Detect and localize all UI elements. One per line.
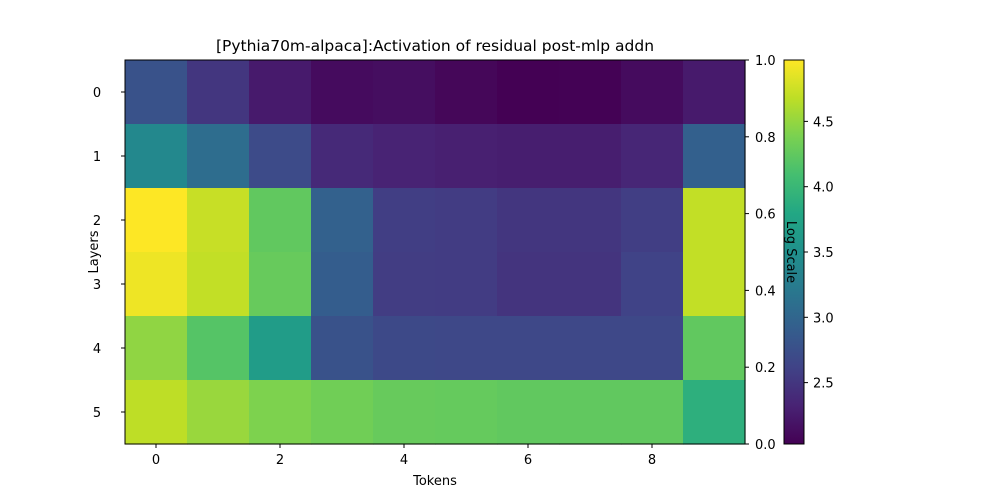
heatmap-cell: [683, 60, 746, 125]
heatmap-cell: [311, 124, 374, 189]
heatmap-cell: [125, 316, 188, 381]
heatmap-cell: [187, 316, 250, 381]
heatmap-cell: [497, 124, 560, 189]
x-tick-label: 2: [276, 453, 284, 468]
heatmap-cell: [249, 60, 312, 125]
heatmap-cell: [435, 252, 498, 317]
heatmap-cell: [621, 316, 684, 381]
heatmap-cell: [249, 380, 312, 445]
secondary-y-tick-label: 0.6: [755, 208, 776, 223]
colorbar-tick-label: 4.5: [813, 115, 834, 130]
colorbar-tick-label: 2.5: [813, 377, 834, 392]
heatmap-cell: [559, 60, 622, 125]
heatmap-cell: [249, 188, 312, 253]
heatmap-cell: [435, 316, 498, 381]
heatmap-cell: [683, 124, 746, 189]
secondary-y-tick-label: 0.4: [755, 284, 776, 299]
heatmap-cell: [497, 188, 560, 253]
heatmap-cell: [187, 252, 250, 317]
x-axis-label: Tokens: [412, 474, 457, 489]
colorbar-label: Log Scale: [783, 221, 798, 283]
heatmap-cell: [373, 380, 436, 445]
heatmap-cell: [249, 124, 312, 189]
heatmap-cell: [559, 188, 622, 253]
heatmap-cell: [249, 252, 312, 317]
heatmap-cell: [621, 380, 684, 445]
colorbar-tick-label: 4.0: [813, 181, 834, 196]
heatmap-cell: [187, 60, 250, 125]
heatmap-cell: [621, 60, 684, 125]
heatmap-cell: [683, 252, 746, 317]
heatmap-cell: [435, 124, 498, 189]
heatmap-cell: [683, 380, 746, 445]
heatmap-cell: [559, 316, 622, 381]
heatmap-cell: [187, 124, 250, 189]
y-tick-label: 0: [93, 86, 101, 101]
heatmap-cell: [559, 252, 622, 317]
heatmap-cell: [125, 188, 188, 253]
y-axis-label: Layers: [87, 230, 102, 273]
heatmap-cell: [621, 188, 684, 253]
secondary-y-axis: 0.0 0.2 0.4 0.6 0.8 1.0: [745, 54, 776, 453]
heatmap-cell: [249, 316, 312, 381]
heatmap-cell: [621, 252, 684, 317]
heatmap-cell: [435, 60, 498, 125]
secondary-y-tick-label: 0.8: [755, 131, 776, 146]
heatmap-cell: [497, 252, 560, 317]
heatmap-cell: [125, 252, 188, 317]
secondary-y-tick-label: 1.0: [755, 54, 776, 69]
y-tick-label: 1: [93, 150, 101, 165]
heatmap-cells: [125, 60, 746, 445]
x-axis: 0 2 4 6 8: [152, 444, 656, 468]
heatmap-cell: [621, 124, 684, 189]
colorbar-tick-label: 3.5: [813, 246, 834, 261]
heatmap-cell: [497, 380, 560, 445]
colorbar-axis: 2.5 3.0 3.5 4.0 4.5: [804, 115, 834, 392]
x-tick-label: 6: [524, 453, 532, 468]
heatmap-cell: [497, 316, 560, 381]
heatmap-cell: [125, 380, 188, 445]
x-tick-label: 0: [152, 453, 160, 468]
x-tick-label: 8: [648, 453, 656, 468]
heatmap-cell: [683, 316, 746, 381]
heatmap-cell: [311, 380, 374, 445]
heatmap-cell: [373, 316, 436, 381]
y-tick-label: 5: [93, 406, 101, 421]
heatmap-cell: [311, 316, 374, 381]
y-tick-label: 3: [93, 278, 101, 293]
heatmap-cell: [373, 252, 436, 317]
secondary-y-tick-label: 0.0: [755, 438, 776, 453]
heatmap-cell: [559, 124, 622, 189]
secondary-y-tick-label: 0.2: [755, 361, 776, 376]
x-tick-label: 4: [400, 453, 408, 468]
heatmap-cell: [125, 124, 188, 189]
heatmap-cell: [559, 380, 622, 445]
heatmap-cell: [683, 188, 746, 253]
y-tick-label: 4: [93, 342, 101, 357]
heatmap-cell: [373, 60, 436, 125]
heatmap-cell: [497, 60, 560, 125]
heatmap-cell: [125, 60, 188, 125]
y-axis: 0 1 2 3 4 5: [93, 86, 125, 421]
heatmap-cell: [373, 188, 436, 253]
heatmap-cell: [187, 380, 250, 445]
heatmap-cell: [435, 380, 498, 445]
heatmap-cell: [311, 188, 374, 253]
heatmap-cell: [435, 188, 498, 253]
plot-frame: [124, 59, 746, 445]
heatmap-cell: [187, 188, 250, 253]
chart-title: [Pythia70m-alpaca]:Activation of residua…: [216, 37, 654, 55]
heatmap-cell: [311, 60, 374, 125]
heatmap-cell: [373, 124, 436, 189]
heatmap-cell: [311, 252, 374, 317]
y-tick-label: 2: [93, 214, 101, 229]
colorbar-tick-label: 3.0: [813, 311, 834, 326]
